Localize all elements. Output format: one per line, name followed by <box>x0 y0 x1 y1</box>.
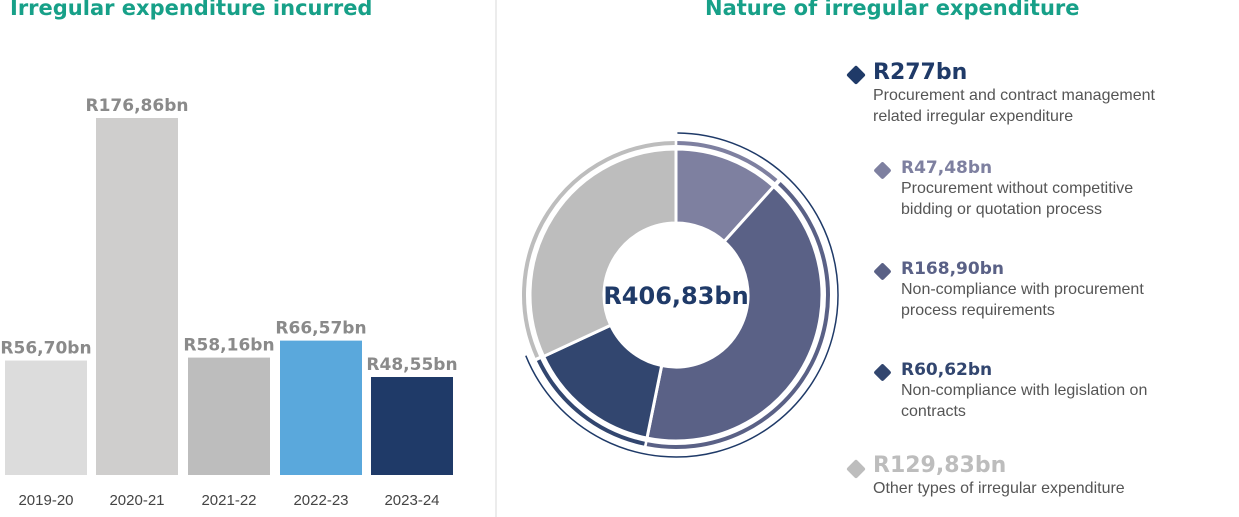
legend-item: R60,62bn Non-compliance with legislation… <box>873 360 1148 422</box>
diamond-icon <box>846 65 866 85</box>
bar-value-label: R66,57bn <box>275 319 366 339</box>
legend-desc: process requirements <box>901 302 1055 319</box>
legend-group-desc: related irregular expenditure <box>873 108 1074 125</box>
donut-chart-title: Nature of irregular expenditure <box>705 0 1080 20</box>
diamond-icon <box>873 363 892 382</box>
x-tick-label: 2019-20 <box>18 492 73 509</box>
legend-value: R60,62bn <box>901 360 993 380</box>
donut-slice <box>645 184 824 443</box>
bar-value-label: R58,16bn <box>183 336 274 356</box>
legend-group: R277bn Procurement and contract manageme… <box>846 60 1155 127</box>
bar-value-label: R48,55bn <box>366 355 457 375</box>
legend-item: R47,48bn Procurement without competitive… <box>873 158 1134 220</box>
legend-desc: Other types of irregular expenditure <box>873 480 1125 497</box>
ring-slice-3 <box>536 359 645 446</box>
diamond-icon <box>846 459 866 479</box>
legend-desc: Non-compliance with legislation on <box>901 382 1148 399</box>
legend-desc: Non-compliance with procurement <box>901 281 1144 298</box>
ring-other <box>522 141 675 358</box>
legend-value: R168,90bn <box>901 259 1004 279</box>
bar <box>5 360 87 475</box>
x-tick-label: 2023-24 <box>384 492 439 509</box>
diamond-icon <box>873 161 892 180</box>
bar <box>371 376 453 475</box>
divider <box>495 0 497 517</box>
donut-slice <box>528 147 678 359</box>
legend-group-desc: Procurement and contract management <box>873 87 1155 104</box>
bar <box>280 340 362 475</box>
legend-desc: contracts <box>901 403 966 420</box>
legend-value: R129,83bn <box>873 453 1007 478</box>
x-tick-label: 2022-23 <box>293 492 348 509</box>
x-tick-label: 2020-21 <box>109 492 164 509</box>
donut-center-label: R406,83bn <box>603 282 748 310</box>
ring-slice-2 <box>646 182 830 449</box>
legend-value: R47,48bn <box>901 158 993 178</box>
bar-chart-title: Irregular expenditure incurred <box>10 0 373 20</box>
diamond-icon <box>873 262 892 281</box>
legend-desc: Procurement without competitive <box>901 180 1134 197</box>
legend-group-value: R277bn <box>873 60 968 85</box>
bar <box>96 118 178 475</box>
x-tick-label: 2021-22 <box>201 492 256 509</box>
legend-item: R129,83bn Other types of irregular expen… <box>846 453 1125 499</box>
bar-value-label: R56,70bn <box>0 339 91 359</box>
legend-item: R168,90bn Non-compliance with procuremen… <box>873 259 1144 321</box>
ring-procurement-group <box>525 132 839 458</box>
bar-value-label: R176,86bn <box>86 96 189 116</box>
legend-desc: bidding or quotation process <box>901 201 1103 218</box>
bar <box>188 357 270 475</box>
ring-slice-1 <box>677 141 778 183</box>
